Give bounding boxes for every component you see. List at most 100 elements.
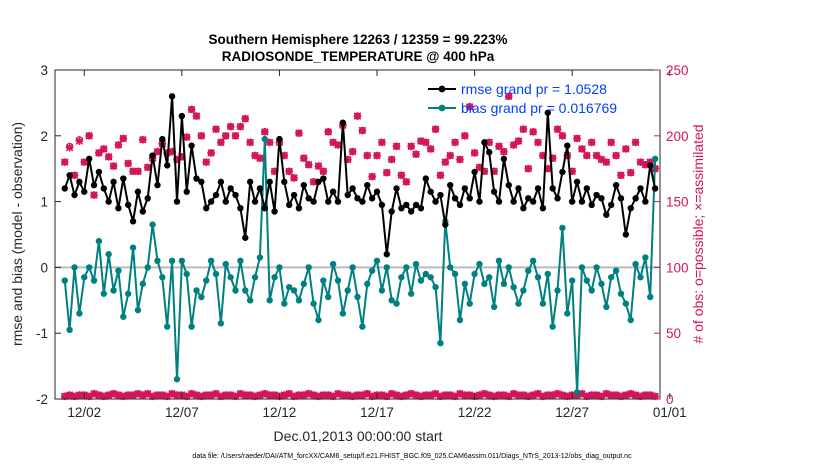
rmse-point xyxy=(622,231,630,238)
obs-assimilated-point xyxy=(446,151,455,160)
bias-point xyxy=(373,257,381,265)
obs-assimilated-point xyxy=(573,134,581,143)
bias-point xyxy=(246,297,254,304)
x-axis-label: Dec.01,2013 00:00:00 start xyxy=(274,428,443,444)
obs-assimilated-point xyxy=(70,171,79,180)
x-axis-ticks: 12/02 12/07 12/12 12/17 12/22 12/27 01/01 xyxy=(67,70,687,420)
obs-assimilated-point xyxy=(65,143,74,152)
obs-assimilated-point xyxy=(412,150,420,159)
bias-point xyxy=(417,277,425,284)
bias-point xyxy=(203,277,210,284)
rmse-point xyxy=(364,181,371,189)
obs-assimilated-point xyxy=(524,164,533,173)
rmse-point xyxy=(564,142,571,149)
obs-assimilated-point xyxy=(392,391,401,399)
bias-point xyxy=(349,264,356,271)
bias-point xyxy=(183,270,190,278)
obs-assimilated-point xyxy=(622,145,630,153)
obs-assimilated-point xyxy=(392,142,401,151)
obs-assimilated-point xyxy=(104,153,113,161)
obs-assimilated-point xyxy=(597,155,606,164)
rmse-point xyxy=(120,175,127,182)
bias-point xyxy=(403,264,410,271)
rmse-point xyxy=(256,185,264,192)
obs-assimilated-point xyxy=(382,392,391,401)
obs-assimilated-point xyxy=(626,168,635,177)
obs-assimilated-point xyxy=(187,105,196,114)
obs-assimilated-point xyxy=(119,392,128,401)
rmse-point xyxy=(466,195,473,202)
obs-assimilated-point xyxy=(543,164,552,173)
obs-assimilated-point xyxy=(622,391,630,399)
bias-point xyxy=(188,323,195,330)
obs-assimilated-point xyxy=(329,392,337,401)
rmse-point xyxy=(529,198,537,205)
bias-point xyxy=(461,280,469,288)
bias-point xyxy=(178,257,186,265)
bias-point xyxy=(651,155,659,163)
obs-assimilated-point xyxy=(583,392,591,401)
bias-point xyxy=(76,310,83,317)
obs-assimilated-point xyxy=(646,158,655,166)
bias-point xyxy=(578,264,586,271)
bias-point xyxy=(466,300,473,307)
obs-assimilated-point xyxy=(353,391,362,399)
obs-assimilated-point xyxy=(187,389,196,398)
rmse-point xyxy=(281,178,288,186)
obs-assimilated-point xyxy=(334,141,342,149)
rmse-point xyxy=(315,178,322,186)
bias-point xyxy=(559,224,566,232)
obs-assimilated-point xyxy=(153,147,162,156)
rmse-point xyxy=(368,195,376,202)
bias-point xyxy=(339,310,347,317)
obs-assimilated-point xyxy=(109,162,118,170)
y-right-tick-label: 250 xyxy=(666,63,689,78)
obs-assimilated-point xyxy=(631,391,640,399)
rmse-point xyxy=(349,185,356,192)
bias-point xyxy=(81,274,88,281)
obs-assimilated-point xyxy=(324,128,333,136)
obs-assimilated-point xyxy=(304,160,313,169)
obs-assimilated-point xyxy=(475,163,484,172)
obs-assimilated-point xyxy=(636,392,645,401)
obs-assimilated-point xyxy=(80,158,89,166)
obs-assimilated-point xyxy=(163,392,172,401)
obs-assimilated-point xyxy=(304,389,313,398)
rmse-point xyxy=(632,195,639,202)
obs-assimilated-point xyxy=(607,138,616,147)
obs-assimilated-point xyxy=(256,154,264,162)
obs-assimilated-point xyxy=(95,391,103,399)
rmse-point xyxy=(490,188,498,195)
obs-assimilated-point xyxy=(446,391,455,399)
rmse-point xyxy=(183,188,190,195)
rmse-point xyxy=(534,185,542,192)
obs-assimilated-point xyxy=(426,391,435,399)
obs-assimilated-point xyxy=(182,392,191,401)
bias-point xyxy=(290,287,298,294)
obs-assimilated-point xyxy=(461,132,469,140)
x-tick-label: 12/17 xyxy=(360,405,394,420)
obs-assimilated-point xyxy=(402,178,411,186)
obs-assimilated-point xyxy=(119,134,128,143)
rmse-point xyxy=(139,208,147,215)
obs-assimilated-point xyxy=(256,391,264,399)
rmse-point xyxy=(66,172,73,179)
y-right-tick-label: 0 xyxy=(666,392,674,407)
rmse-point xyxy=(100,185,107,192)
y-left-tick-label: 3 xyxy=(40,63,48,78)
rmse-point xyxy=(76,178,83,186)
rmse-point xyxy=(505,181,512,189)
obs-assimilated-point xyxy=(578,145,586,153)
obs-assimilated-point xyxy=(465,103,474,111)
bias-point xyxy=(139,280,147,288)
bias-point xyxy=(544,270,551,278)
obs-assimilated-point xyxy=(75,137,84,145)
obs-assimilated-point xyxy=(534,389,542,398)
bias-point xyxy=(515,300,522,307)
x-tick-label: 12/02 xyxy=(67,405,101,420)
obs-assimilated-point xyxy=(348,147,357,156)
obs-assimilated-point xyxy=(300,391,308,399)
obs-assimilated-point xyxy=(339,391,347,399)
obs-assimilated-point xyxy=(192,112,201,120)
